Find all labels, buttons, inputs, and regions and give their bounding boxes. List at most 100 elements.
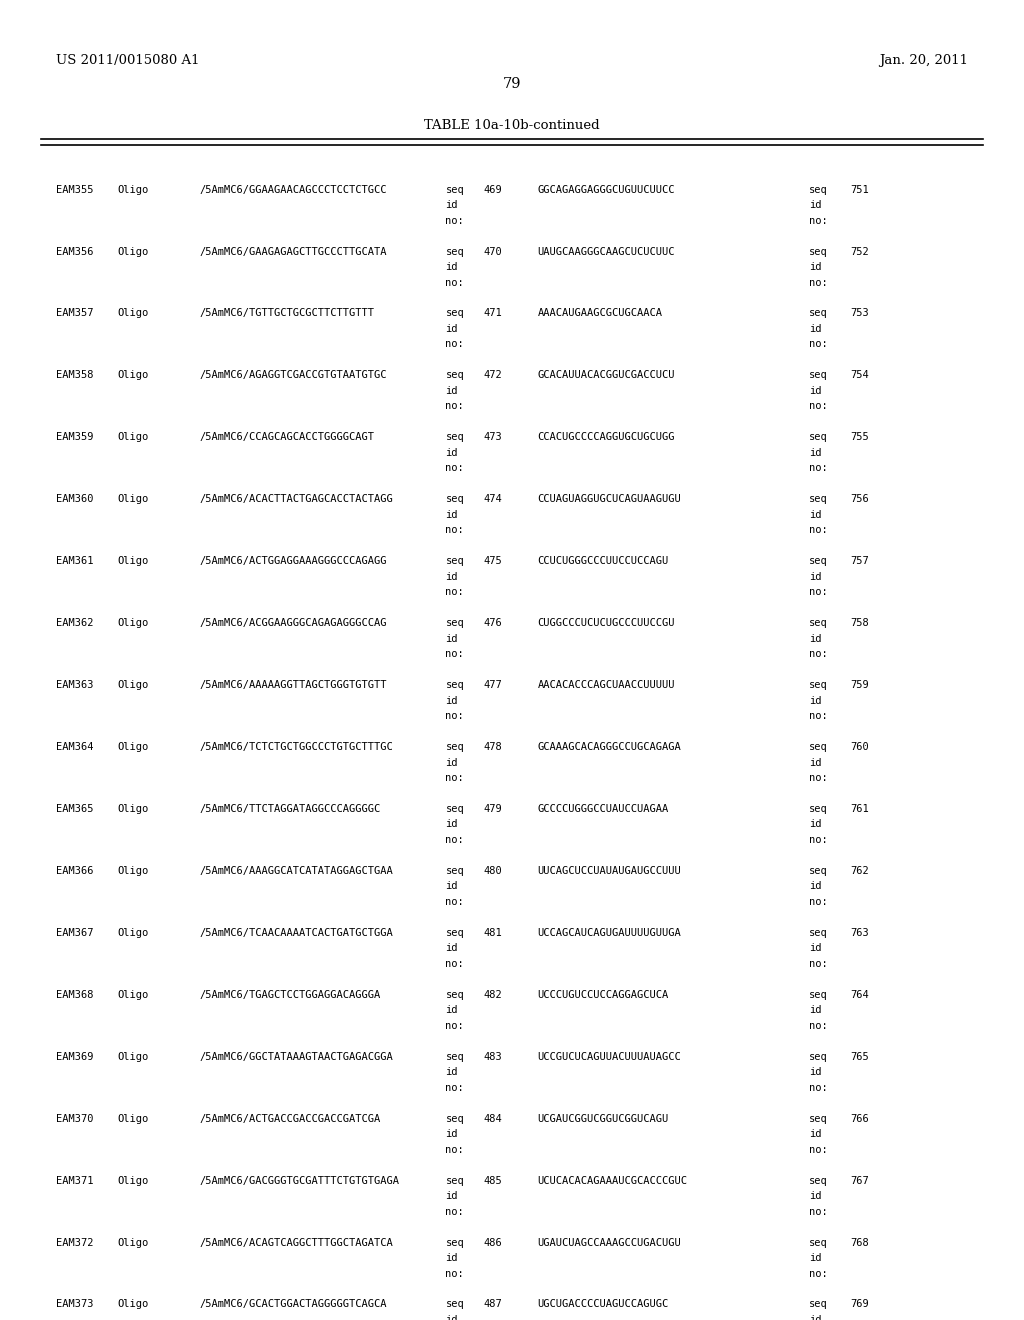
Text: id: id bbox=[809, 201, 821, 210]
Text: /5AmMC6/TTCTAGGATAGGCCCAGGGGC: /5AmMC6/TTCTAGGATAGGCCCAGGGGC bbox=[200, 804, 381, 814]
Text: EAM365: EAM365 bbox=[56, 804, 94, 814]
Text: id: id bbox=[445, 634, 458, 644]
Text: seq: seq bbox=[809, 680, 827, 690]
Text: no:: no: bbox=[445, 463, 464, 474]
Text: EAM367: EAM367 bbox=[56, 928, 94, 937]
Text: seq: seq bbox=[445, 680, 464, 690]
Text: 469: 469 bbox=[483, 185, 502, 194]
Text: EAM370: EAM370 bbox=[56, 1114, 94, 1123]
Text: Oligo: Oligo bbox=[118, 928, 150, 937]
Text: id: id bbox=[809, 1006, 821, 1015]
Text: id: id bbox=[445, 944, 458, 953]
Text: id: id bbox=[809, 323, 821, 334]
Text: Oligo: Oligo bbox=[118, 1052, 150, 1061]
Text: EAM364: EAM364 bbox=[56, 742, 94, 752]
Text: /5AmMC6/TCAACAAAATCACTGATGCTGGA: /5AmMC6/TCAACAAAATCACTGATGCTGGA bbox=[200, 928, 393, 937]
Text: no:: no: bbox=[445, 649, 464, 659]
Text: seq: seq bbox=[445, 433, 464, 442]
Text: no:: no: bbox=[445, 1020, 464, 1031]
Text: EAM366: EAM366 bbox=[56, 866, 94, 876]
Text: id: id bbox=[445, 1253, 458, 1263]
Text: seq: seq bbox=[445, 742, 464, 752]
Text: 768: 768 bbox=[850, 1238, 868, 1247]
Text: 755: 755 bbox=[850, 433, 868, 442]
Text: Oligo: Oligo bbox=[118, 742, 150, 752]
Text: seq: seq bbox=[809, 1299, 827, 1309]
Text: EAM358: EAM358 bbox=[56, 371, 94, 380]
Text: GGCAGAGGAGGGCUGUUCUUCC: GGCAGAGGAGGGCUGUUCUUCC bbox=[538, 185, 675, 194]
Text: 759: 759 bbox=[850, 680, 868, 690]
Text: id: id bbox=[445, 1315, 458, 1320]
Text: 473: 473 bbox=[483, 433, 502, 442]
Text: id: id bbox=[809, 447, 821, 458]
Text: GCAAAGCACAGGGCCUGCAGAGA: GCAAAGCACAGGGCCUGCAGAGA bbox=[538, 742, 681, 752]
Text: Oligo: Oligo bbox=[118, 990, 150, 999]
Text: seq: seq bbox=[445, 494, 464, 504]
Text: no:: no: bbox=[809, 587, 827, 597]
Text: seq: seq bbox=[445, 1238, 464, 1247]
Text: id: id bbox=[445, 696, 458, 706]
Text: /5AmMC6/GGAAGAACAGCCCTCCTCTGCC: /5AmMC6/GGAAGAACAGCCCTCCTCTGCC bbox=[200, 185, 387, 194]
Text: /5AmMC6/GAAGAGAGCTTGCCCTTGCATA: /5AmMC6/GAAGAGAGCTTGCCCTTGCATA bbox=[200, 247, 387, 256]
Text: no:: no: bbox=[809, 1269, 827, 1279]
Text: id: id bbox=[445, 882, 458, 891]
Text: id: id bbox=[809, 882, 821, 891]
Text: id: id bbox=[445, 572, 458, 582]
Text: no:: no: bbox=[445, 525, 464, 536]
Text: seq: seq bbox=[445, 1176, 464, 1185]
Text: Oligo: Oligo bbox=[118, 866, 150, 876]
Text: 752: 752 bbox=[850, 247, 868, 256]
Text: UGAUCUAGCCAAAGCCUGACUGU: UGAUCUAGCCAAAGCCUGACUGU bbox=[538, 1238, 681, 1247]
Text: no:: no: bbox=[445, 836, 464, 845]
Text: 763: 763 bbox=[850, 928, 868, 937]
Text: no:: no: bbox=[445, 1269, 464, 1279]
Text: id: id bbox=[809, 1253, 821, 1263]
Text: CCACUGCCCCAGGUGCUGCUGG: CCACUGCCCCAGGUGCUGCUGG bbox=[538, 433, 675, 442]
Text: 751: 751 bbox=[850, 185, 868, 194]
Text: seq: seq bbox=[445, 371, 464, 380]
Text: UAUGCAAGGGCAAGCUCUCUUC: UAUGCAAGGGCAAGCUCUCUUC bbox=[538, 247, 675, 256]
Text: 475: 475 bbox=[483, 556, 502, 566]
Text: 769: 769 bbox=[850, 1299, 868, 1309]
Text: UUCAGCUCCUAUAUGAUGCCUUU: UUCAGCUCCUAUAUGAUGCCUUU bbox=[538, 866, 681, 876]
Text: id: id bbox=[809, 1315, 821, 1320]
Text: 486: 486 bbox=[483, 1238, 502, 1247]
Text: seq: seq bbox=[445, 185, 464, 194]
Text: /5AmMC6/GACGGGTGCGATTTCTGTGTGAGA: /5AmMC6/GACGGGTGCGATTTCTGTGTGAGA bbox=[200, 1176, 399, 1185]
Text: id: id bbox=[445, 323, 458, 334]
Text: /5AmMC6/AAAAAGGTTAGCTGGGTGTGTT: /5AmMC6/AAAAAGGTTAGCTGGGTGTGTT bbox=[200, 680, 387, 690]
Text: seq: seq bbox=[445, 1114, 464, 1123]
Text: AACACACCCAGCUAACCUUUUU: AACACACCCAGCUAACCUUUUU bbox=[538, 680, 675, 690]
Text: id: id bbox=[445, 1191, 458, 1201]
Text: Oligo: Oligo bbox=[118, 371, 150, 380]
Text: CUGGCCCUCUCUGCCCUUCCGU: CUGGCCCUCUCUGCCCUUCCGU bbox=[538, 618, 675, 628]
Text: seq: seq bbox=[809, 1114, 827, 1123]
Text: id: id bbox=[809, 1067, 821, 1077]
Text: /5AmMC6/AAAGGCATCATATAGGAGCTGAA: /5AmMC6/AAAGGCATCATATAGGAGCTGAA bbox=[200, 866, 393, 876]
Text: AAACAUGAAGCGCUGCAACA: AAACAUGAAGCGCUGCAACA bbox=[538, 309, 663, 318]
Text: seq: seq bbox=[809, 185, 827, 194]
Text: CCUCUGGGCCCUUCCUCCAGU: CCUCUGGGCCCUUCCUCCAGU bbox=[538, 556, 669, 566]
Text: id: id bbox=[445, 1129, 458, 1139]
Text: GCCCCUGGGCCUAUCCUAGAA: GCCCCUGGGCCUAUCCUAGAA bbox=[538, 804, 669, 814]
Text: Jan. 20, 2011: Jan. 20, 2011 bbox=[879, 54, 968, 66]
Text: UCGAUCGGUCGGUCGGUCAGU: UCGAUCGGUCGGUCGGUCAGU bbox=[538, 1114, 669, 1123]
Text: no:: no: bbox=[809, 277, 827, 288]
Text: Oligo: Oligo bbox=[118, 804, 150, 814]
Text: no:: no: bbox=[809, 711, 827, 721]
Text: EAM356: EAM356 bbox=[56, 247, 94, 256]
Text: Oligo: Oligo bbox=[118, 247, 150, 256]
Text: id: id bbox=[809, 634, 821, 644]
Text: GCACAUUACACGGUCGACCUCU: GCACAUUACACGGUCGACCUCU bbox=[538, 371, 675, 380]
Text: id: id bbox=[809, 944, 821, 953]
Text: EAM359: EAM359 bbox=[56, 433, 94, 442]
Text: no:: no: bbox=[445, 1082, 464, 1093]
Text: no:: no: bbox=[445, 277, 464, 288]
Text: 476: 476 bbox=[483, 618, 502, 628]
Text: id: id bbox=[445, 1067, 458, 1077]
Text: id: id bbox=[809, 820, 821, 829]
Text: 482: 482 bbox=[483, 990, 502, 999]
Text: 79: 79 bbox=[503, 78, 521, 91]
Text: /5AmMC6/AGAGGTCGACCGTGTAATGTGC: /5AmMC6/AGAGGTCGACCGTGTAATGTGC bbox=[200, 371, 387, 380]
Text: seq: seq bbox=[445, 1052, 464, 1061]
